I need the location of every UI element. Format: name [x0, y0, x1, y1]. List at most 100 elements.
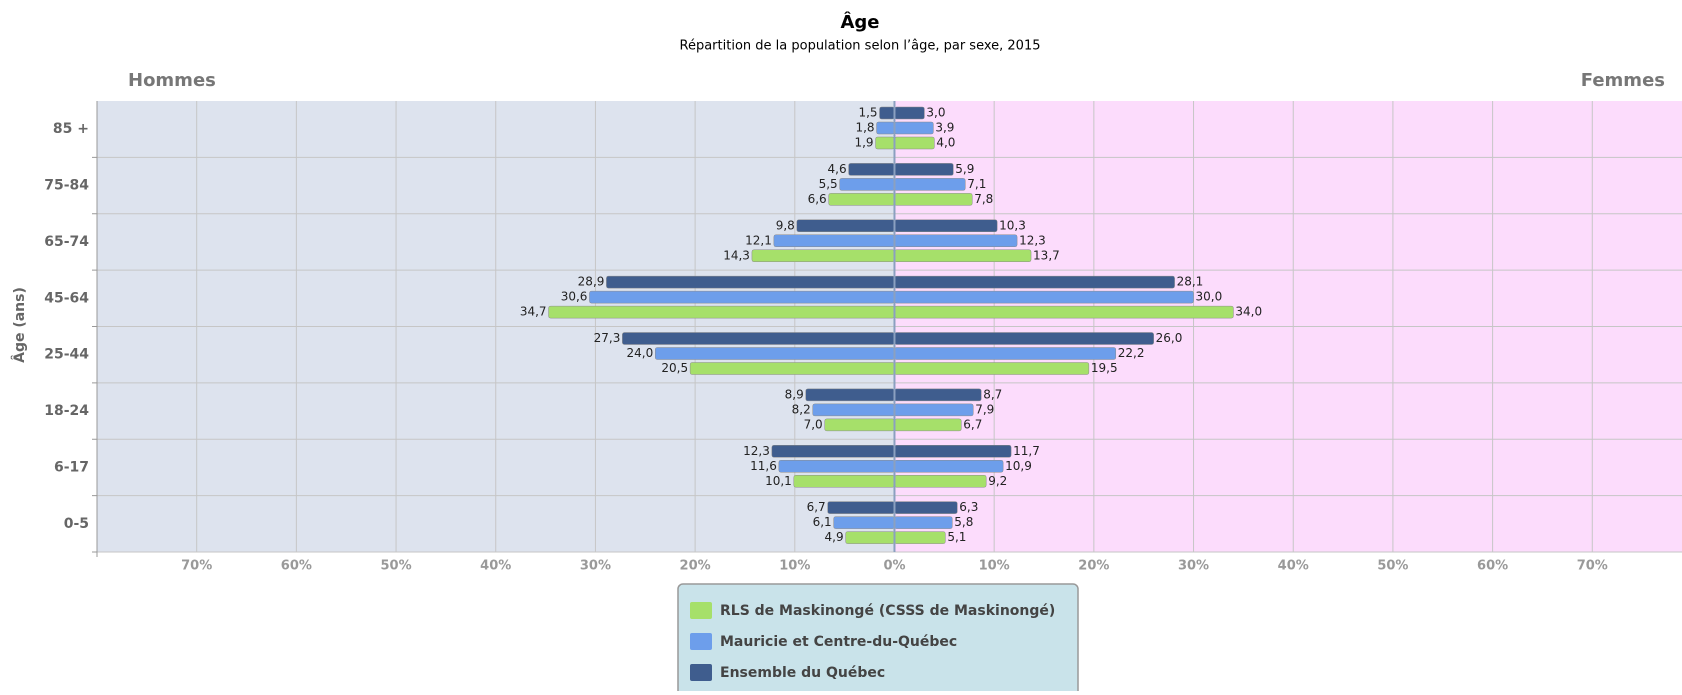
data-label: 28,1: [1177, 275, 1204, 289]
bar: [894, 475, 987, 488]
legend-label: Ensemble du Québec: [720, 665, 885, 681]
bar: [879, 106, 895, 120]
bar: [894, 275, 1175, 289]
bar: [839, 178, 895, 191]
data-label: 6,7: [963, 417, 982, 431]
data-label: 27,3: [594, 331, 621, 345]
x-tick-label: 10%: [779, 559, 810, 574]
data-label: 22,2: [1118, 346, 1145, 360]
legend-label: Mauricie et Centre-du-Québec: [720, 634, 957, 650]
chart-subtitle: Répartition de la population selon l’âge…: [680, 39, 1041, 54]
x-tick-label: 70%: [181, 559, 212, 574]
y-tick-label: 18-24: [44, 403, 89, 419]
bar: [894, 362, 1090, 375]
bar: [548, 305, 895, 319]
data-label: 12,3: [743, 444, 770, 458]
data-label: 28,9: [578, 275, 605, 289]
bar: [812, 403, 895, 417]
data-label: 4,9: [825, 530, 844, 544]
data-label: 4,6: [828, 162, 847, 176]
bar: [833, 516, 895, 529]
x-tick-label: 60%: [1477, 559, 1508, 574]
x-tick-label: 20%: [1078, 559, 1109, 574]
data-label: 30,0: [1196, 290, 1223, 304]
chart-title: Âge: [840, 11, 879, 33]
data-label: 6,6: [808, 192, 827, 206]
data-label: 5,9: [955, 162, 974, 176]
data-label: 9,2: [988, 474, 1007, 488]
bar: [875, 136, 895, 150]
bar: [894, 403, 974, 417]
data-label: 19,5: [1091, 361, 1118, 375]
y-tick-label: 75-84: [44, 178, 89, 194]
y-tick-label: 45-64: [44, 290, 89, 306]
bar: [894, 106, 925, 120]
x-tick-label: 30%: [580, 559, 611, 574]
y-tick-label: 0-5: [64, 516, 89, 532]
data-label: 1,8: [855, 121, 874, 135]
bar: [894, 249, 1032, 262]
bar: [828, 193, 895, 206]
bar: [894, 332, 1154, 345]
right-label: Femmes: [1581, 70, 1665, 91]
left-label: Hommes: [128, 70, 216, 91]
bar: [894, 418, 962, 432]
bar: [894, 136, 935, 150]
bar: [894, 219, 998, 232]
data-label: 6,3: [959, 500, 978, 514]
bar: [751, 249, 895, 262]
bar: [894, 516, 953, 529]
y-tick-label: 25-44: [44, 347, 89, 363]
legend-swatch: [690, 664, 712, 681]
bar: [778, 460, 895, 473]
data-label: 34,7: [520, 305, 547, 319]
data-label: 8,2: [792, 402, 811, 416]
bar: [771, 445, 895, 458]
bar: [894, 531, 946, 544]
data-label: 9,8: [776, 218, 795, 232]
data-label: 34,0: [1235, 305, 1262, 319]
bar: [824, 418, 895, 432]
data-label: 14,3: [723, 248, 750, 262]
x-tick-label: 70%: [1577, 559, 1608, 574]
data-label: 8,9: [785, 387, 804, 401]
bar: [805, 388, 895, 402]
bar: [894, 305, 1234, 319]
data-label: 3,0: [926, 106, 945, 120]
x-tick-label: 30%: [1178, 559, 1209, 574]
data-label: 8,7: [983, 387, 1002, 401]
bar: [606, 275, 895, 289]
bar: [894, 234, 1018, 247]
data-label: 10,3: [999, 218, 1026, 232]
bar: [894, 501, 958, 514]
data-label: 1,5: [858, 106, 877, 120]
bar: [773, 234, 895, 247]
bar: [894, 193, 973, 206]
legend-swatch: [690, 633, 712, 650]
bar: [848, 163, 895, 176]
bar: [894, 290, 1194, 304]
data-label: 12,1: [745, 233, 772, 247]
data-label: 13,7: [1033, 248, 1060, 262]
bar: [876, 121, 895, 135]
bar: [793, 475, 895, 488]
x-tick-label: 50%: [380, 559, 411, 574]
legend-swatch: [690, 602, 712, 619]
legend-box: [677, 583, 1079, 695]
data-label: 3,9: [935, 121, 954, 135]
y-tick-label: 85 +: [53, 121, 89, 137]
bar: [796, 219, 895, 232]
data-label: 30,6: [561, 290, 588, 304]
legend-label: RLS de Maskinongé (CSSS de Maskinongé): [720, 603, 1055, 619]
bar: [589, 290, 895, 304]
data-label: 1,9: [854, 136, 873, 150]
x-tick-label: 20%: [680, 559, 711, 574]
y-tick-label: 6-17: [54, 459, 89, 475]
bar: [894, 388, 982, 402]
x-tick-label: 0%: [883, 559, 905, 574]
data-label: 5,1: [947, 530, 966, 544]
bar: [689, 362, 895, 375]
y-axis-label: Âge (ans): [11, 287, 28, 363]
data-label: 5,5: [819, 177, 838, 191]
